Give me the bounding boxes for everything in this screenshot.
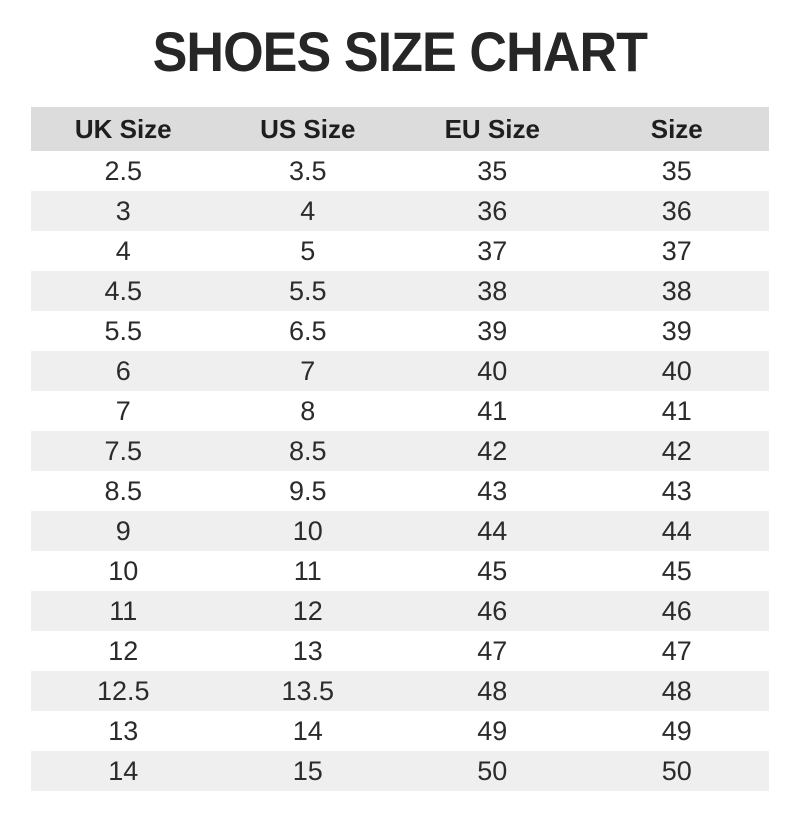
table-cell: 37 <box>477 235 508 266</box>
table-cell: 7 <box>300 355 316 386</box>
table-cell: 13.5 <box>281 675 335 706</box>
table-row: 13 14 49 49 <box>31 711 769 751</box>
table-row: 12.5 13.5 48 48 <box>31 671 769 711</box>
table-cell: 2.5 <box>104 155 143 186</box>
table-cell: 48 <box>661 675 692 706</box>
table-row: 9 10 44 44 <box>31 511 769 551</box>
table-cell: 6 <box>115 355 131 386</box>
table-row: 2.5 3.5 35 35 <box>31 151 769 191</box>
table-row: 4 5 37 37 <box>31 231 769 271</box>
table-cell: 43 <box>477 475 508 506</box>
table-cell: 40 <box>477 355 508 386</box>
table-cell: 4.5 <box>104 275 143 306</box>
table-row: 7 8 41 41 <box>31 391 769 431</box>
table-cell: 50 <box>477 755 508 786</box>
table-row: 11 12 46 46 <box>31 591 769 631</box>
table-cell: 49 <box>661 715 692 746</box>
table-cell: 9 <box>115 515 131 546</box>
table-cell: 43 <box>661 475 692 506</box>
table-cell: 35 <box>477 155 508 186</box>
size-table: UK Size US Size EU Size Size 2.5 3.5 35 35 3… <box>31 107 769 791</box>
table-cell: 7.5 <box>104 435 143 466</box>
table-cell: 45 <box>661 555 692 586</box>
table-cell: 46 <box>477 595 508 626</box>
table-cell: 5.5 <box>288 275 327 306</box>
table-cell: 40 <box>661 355 692 386</box>
table-cell: 10 <box>292 515 323 546</box>
table-row: 12 13 47 47 <box>31 631 769 671</box>
table-cell: 4 <box>300 195 316 226</box>
column-header-size: Size <box>584 107 769 151</box>
table-cell: 14 <box>292 715 323 746</box>
table-cell: 13 <box>108 715 139 746</box>
table-cell: 41 <box>477 395 508 426</box>
table-row: 8.5 9.5 43 43 <box>31 471 769 511</box>
table-row: 7.5 8.5 42 42 <box>31 431 769 471</box>
table-cell: 44 <box>477 515 508 546</box>
table-cell: 8 <box>300 395 316 426</box>
table-cell: 12 <box>292 595 323 626</box>
table-cell: 47 <box>477 635 508 666</box>
table-cell: 41 <box>661 395 692 426</box>
table-row: 6 7 40 40 <box>31 351 769 391</box>
table-cell: 8.5 <box>104 475 143 506</box>
table-cell: 38 <box>661 275 692 306</box>
table-cell: 5 <box>300 235 316 266</box>
size-table-header: UK Size US Size EU Size Size <box>31 107 769 151</box>
table-cell: 49 <box>477 715 508 746</box>
table-cell: 6.5 <box>288 315 327 346</box>
table-row: 3 4 36 36 <box>31 191 769 231</box>
table-cell: 47 <box>661 635 692 666</box>
table-row: 4.5 5.5 38 38 <box>31 271 769 311</box>
table-cell: 39 <box>661 315 692 346</box>
table-cell: 3.5 <box>288 155 327 186</box>
column-header-eu-size: EU Size <box>400 107 585 151</box>
table-cell: 38 <box>477 275 508 306</box>
table-cell: 45 <box>477 555 508 586</box>
table-cell: 36 <box>477 195 508 226</box>
table-cell: 11 <box>109 595 138 626</box>
table-cell: 42 <box>661 435 692 466</box>
table-cell: 5.5 <box>104 315 143 346</box>
column-header-uk-size: UK Size <box>31 107 216 151</box>
table-cell: 13 <box>292 635 323 666</box>
page-title-text: SHOES SIZE CHART <box>152 20 648 83</box>
table-cell: 7 <box>115 395 131 426</box>
table-cell: 35 <box>661 155 692 186</box>
table-cell: 42 <box>477 435 508 466</box>
table-row: 10 11 45 45 <box>31 551 769 591</box>
table-cell: 12.5 <box>96 675 150 706</box>
column-header-us-size: US Size <box>215 107 400 151</box>
table-cell: 39 <box>477 315 508 346</box>
size-table-body: 2.5 3.5 35 35 3 4 36 36 4 5 37 37 4.5 5.5 38 38 5.5 6.5 39… <box>31 151 769 791</box>
table-cell: 9.5 <box>288 475 327 506</box>
table-cell: 15 <box>292 755 323 786</box>
table-cell: 3 <box>115 195 131 226</box>
table-cell: 37 <box>661 235 692 266</box>
table-cell: 50 <box>661 755 692 786</box>
table-cell: 36 <box>661 195 692 226</box>
table-header-row: UK Size US Size EU Size Size <box>31 107 769 151</box>
table-cell: 11 <box>293 555 322 586</box>
table-cell: 14 <box>108 755 139 786</box>
table-cell: 46 <box>661 595 692 626</box>
table-cell: 12 <box>108 635 139 666</box>
table-row: 14 15 50 50 <box>31 751 769 791</box>
table-cell: 4 <box>115 235 131 266</box>
table-cell: 10 <box>108 555 139 586</box>
table-row: 5.5 6.5 39 39 <box>31 311 769 351</box>
table-cell: 48 <box>477 675 508 706</box>
page-title: SHOES SIZE CHART <box>0 22 800 84</box>
table-cell: 44 <box>661 515 692 546</box>
table-cell: 8.5 <box>288 435 327 466</box>
